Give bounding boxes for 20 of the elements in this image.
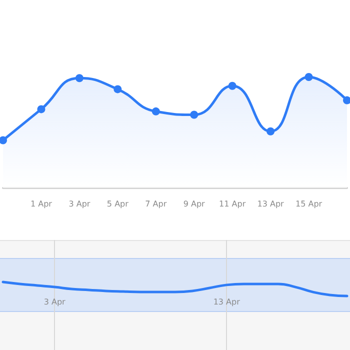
point <box>266 127 275 136</box>
x-tick-label: 9 Apr <box>183 200 206 208</box>
point <box>304 73 313 81</box>
point <box>190 110 198 119</box>
point <box>228 82 236 90</box>
point <box>114 85 122 94</box>
point <box>0 136 7 144</box>
point <box>343 96 350 104</box>
x-tick-label: 1 Apr <box>30 200 53 208</box>
x-tick-label: 13 Apr <box>213 298 241 306</box>
point <box>152 107 160 116</box>
point <box>37 105 46 114</box>
x-tick-label: 5 Apr <box>106 200 130 208</box>
x-tick-label: 15 Apr <box>295 200 323 208</box>
x-tick-label: 11 Apr <box>219 200 246 208</box>
x-tick-label: 13 Apr <box>257 200 285 208</box>
point <box>75 74 84 82</box>
x-tick-label: 3 Apr <box>44 298 66 306</box>
x-tick-label: 3 Apr <box>68 200 91 208</box>
x-tick-label: 7 Apr <box>145 200 168 208</box>
